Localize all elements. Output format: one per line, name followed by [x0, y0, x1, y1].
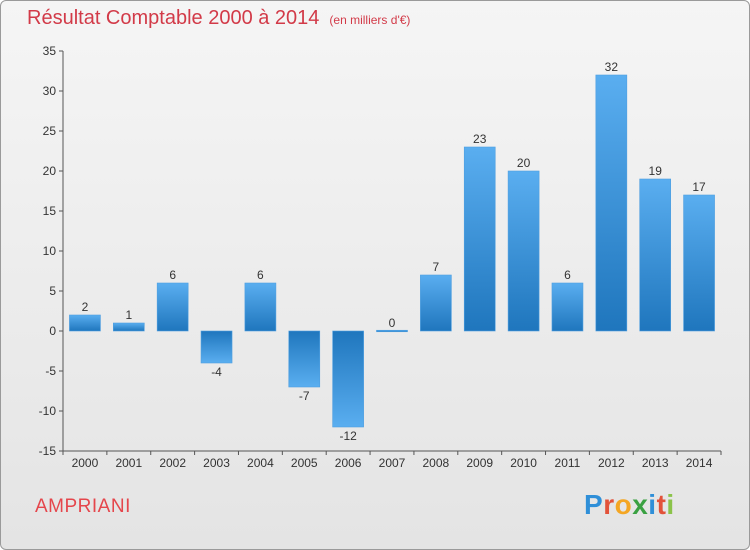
x-tick-label: 2001 — [115, 456, 142, 470]
bar-value-label: 2 — [82, 300, 89, 314]
x-tick-label: 2011 — [555, 456, 581, 470]
bar-value-label: 0 — [389, 316, 396, 330]
logo-letter: o — [614, 489, 633, 520]
x-tick-label: 2005 — [291, 456, 318, 470]
y-tick-label: 15 — [43, 204, 57, 218]
y-tick-label: 25 — [43, 124, 57, 138]
chart-title-text: Résultat Comptable 2000 à 2014 — [27, 7, 320, 29]
bar — [69, 314, 101, 332]
x-tick-label: 2000 — [72, 456, 99, 470]
y-tick-label: 35 — [43, 44, 57, 58]
x-tick-label: 2008 — [423, 456, 450, 470]
chart-bars — [69, 74, 715, 428]
x-tick-label: 2012 — [598, 456, 625, 470]
bar — [639, 178, 672, 332]
bar — [156, 282, 189, 332]
y-tick-label: 10 — [43, 244, 57, 258]
y-tick-label: -15 — [39, 444, 57, 458]
y-tick-label: -5 — [45, 364, 56, 378]
x-tick-label: 2006 — [335, 456, 362, 470]
proxiti-logo: Proxiti — [584, 489, 675, 521]
bar-value-label: 17 — [692, 180, 706, 194]
logo-letter: t — [656, 489, 667, 520]
logo-letter: P — [584, 489, 604, 520]
bar — [551, 282, 584, 332]
bar-value-label: -4 — [211, 365, 222, 379]
chart-data-labels: 2 1 6 -4 6 -7 -12 0 7 23 20 6 32 19 17 — [82, 60, 706, 443]
bar — [288, 330, 321, 388]
x-tick-label: 2009 — [466, 456, 493, 470]
chart-title: Résultat Comptable 2000 à 2014 (en millie… — [27, 7, 410, 30]
logo-letter: i — [648, 489, 657, 520]
bar-value-label: 20 — [517, 156, 531, 170]
bar — [200, 330, 233, 364]
bar-value-label: 6 — [564, 268, 571, 282]
bar — [376, 329, 408, 333]
y-tick-label: 30 — [43, 84, 57, 98]
bar-value-label: 1 — [125, 308, 132, 322]
y-tick-label: 20 — [43, 164, 57, 178]
y-tick-label: 0 — [49, 324, 56, 338]
x-tick-label: 2003 — [203, 456, 230, 470]
x-tick-label: 2004 — [247, 456, 274, 470]
bar — [683, 194, 715, 332]
logo-letter: r — [603, 489, 615, 520]
bar-value-label: 19 — [649, 164, 663, 178]
y-tick-label: -10 — [39, 404, 57, 418]
bar — [113, 322, 145, 332]
x-tick-label: 2013 — [642, 456, 669, 470]
bar-value-label: 23 — [473, 132, 487, 146]
x-tick-label: 2014 — [686, 456, 713, 470]
bar-value-label: 6 — [169, 268, 176, 282]
bar — [420, 274, 452, 332]
x-tick-label: 2007 — [379, 456, 406, 470]
bar — [332, 330, 364, 428]
x-tick-label: 2010 — [510, 456, 537, 470]
bar-value-label: -12 — [339, 429, 357, 443]
logo-letter: i — [666, 489, 675, 520]
bar-value-label: 32 — [605, 60, 619, 74]
chart-unit: (en milliers d'€) — [329, 13, 411, 27]
bar — [595, 74, 628, 332]
bar-value-label: 7 — [433, 260, 440, 274]
y-tick-label: 5 — [49, 284, 56, 298]
commune-name: AMPRIANI — [35, 496, 131, 517]
bar — [507, 170, 540, 332]
bar — [244, 282, 277, 332]
bar-value-label: -7 — [299, 389, 310, 403]
logo-letter: x — [632, 489, 649, 520]
bar — [463, 146, 496, 332]
x-tick-label: 2002 — [159, 456, 186, 470]
bar-value-label: 6 — [257, 268, 264, 282]
